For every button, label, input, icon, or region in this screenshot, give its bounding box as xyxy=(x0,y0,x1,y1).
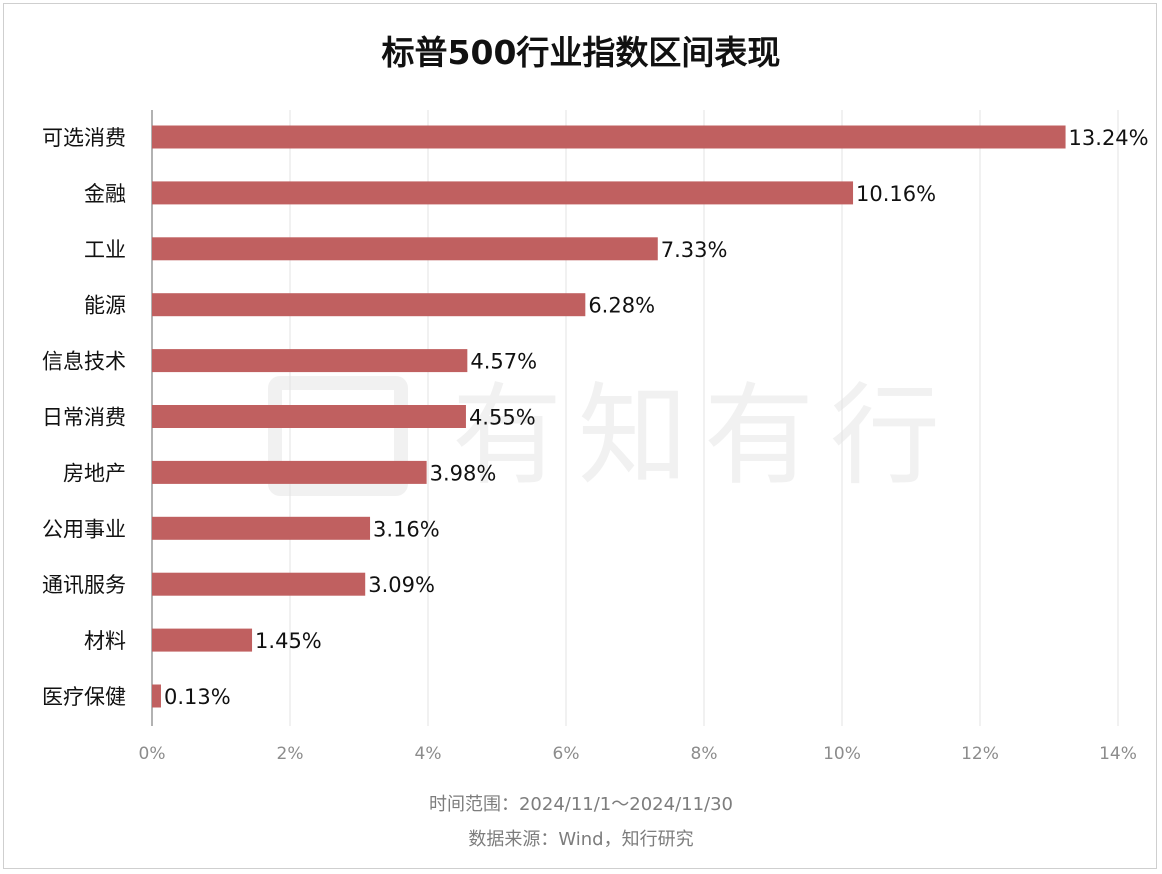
value-label: 4.57% xyxy=(470,350,537,374)
category-label: 公用事业 xyxy=(42,517,126,541)
bar xyxy=(152,125,1066,149)
x-tick-label: 10% xyxy=(823,744,861,764)
value-label: 1.45% xyxy=(255,629,322,653)
category-label: 信息技术 xyxy=(42,350,126,374)
chart-title: 标普500行业指数区间表现 xyxy=(381,33,781,72)
x-tick-label: 0% xyxy=(139,744,166,764)
bar xyxy=(152,293,586,317)
bar xyxy=(152,684,161,708)
value-label: 4.55% xyxy=(469,406,536,430)
x-tick-label: 6% xyxy=(553,744,580,764)
value-label: 6.28% xyxy=(588,294,655,318)
x-tick-label: 2% xyxy=(277,744,304,764)
x-tick-label: 8% xyxy=(691,744,718,764)
bar xyxy=(152,405,466,428)
bar xyxy=(152,516,371,540)
source-note: 数据来源：Wind，知行研究 xyxy=(468,829,694,850)
category-label: 医疗保健 xyxy=(42,685,126,709)
bar xyxy=(152,572,366,596)
x-tick-label: 4% xyxy=(415,744,442,764)
watermark-text: 有知有行 xyxy=(452,372,956,500)
bar xyxy=(152,628,253,652)
category-label: 日常消费 xyxy=(42,406,126,430)
value-label: 0.13% xyxy=(164,685,231,709)
value-label: 13.24% xyxy=(1069,126,1149,150)
category-label: 房地产 xyxy=(63,461,126,485)
bar xyxy=(152,460,427,484)
time-range-note: 时间范围：2024/11/1～2024/11/30 xyxy=(428,794,734,815)
category-label: 工业 xyxy=(84,238,126,262)
category-label: 可选消费 xyxy=(42,126,126,150)
x-tick-label: 12% xyxy=(961,744,999,764)
value-label: 10.16% xyxy=(856,182,936,206)
value-label: 3.16% xyxy=(373,517,440,541)
category-label: 材料 xyxy=(84,629,126,653)
bar xyxy=(152,349,468,373)
value-label: 7.33% xyxy=(661,238,728,262)
category-label: 通讯服务 xyxy=(42,573,126,597)
bar xyxy=(152,237,658,261)
value-label: 3.09% xyxy=(368,573,435,597)
x-tick-label: 14% xyxy=(1099,744,1137,764)
category-label: 能源 xyxy=(84,294,126,318)
category-label: 金融 xyxy=(84,182,126,206)
value-label: 3.98% xyxy=(430,461,497,485)
bar xyxy=(152,181,854,205)
